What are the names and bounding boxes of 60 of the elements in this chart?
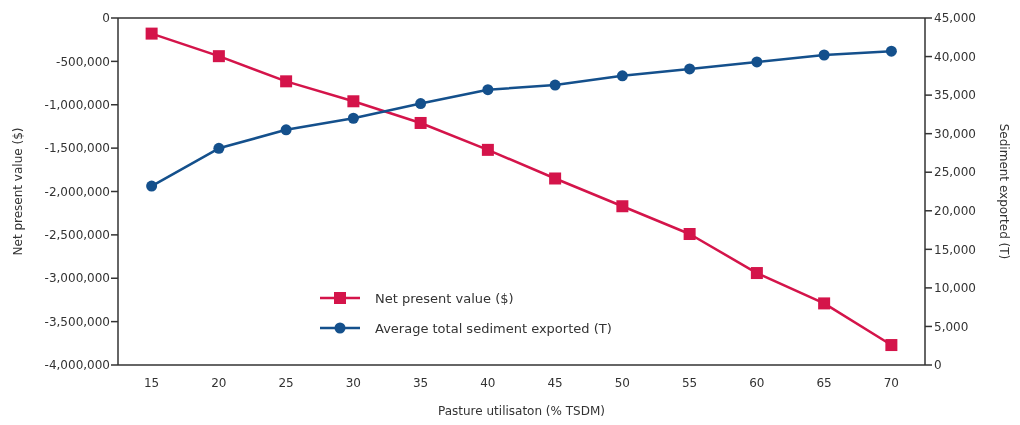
y-tick-label: -4,000,000 xyxy=(44,358,110,373)
point xyxy=(415,98,427,110)
x-tick-label: 15 xyxy=(143,376,160,390)
point xyxy=(347,112,359,124)
point xyxy=(684,63,696,75)
y-tick-label: -1,000,000 xyxy=(44,97,110,112)
y2-tick-label: 20,000 xyxy=(934,203,976,218)
y-tick-label: -3,500,000 xyxy=(44,314,110,329)
y-tick-label: 0 xyxy=(102,11,110,26)
x-tick-label: 20 xyxy=(211,376,227,390)
point xyxy=(280,124,292,136)
legend-label: Net present value ($) xyxy=(375,290,514,306)
y-tick-label: -1,500,000 xyxy=(44,141,110,156)
y2-tick-label: 10,000 xyxy=(934,281,976,296)
point xyxy=(213,142,225,154)
y2-tick-label: 0 xyxy=(934,358,942,373)
y-axis-title: Net present value ($) xyxy=(11,127,25,256)
point xyxy=(347,95,360,108)
x-tick-label: 50 xyxy=(614,376,631,390)
point xyxy=(818,49,830,61)
point xyxy=(683,228,696,241)
point xyxy=(750,267,763,280)
point xyxy=(212,50,225,63)
point xyxy=(616,200,629,213)
point xyxy=(818,297,831,310)
point xyxy=(549,172,562,185)
y2-tick-label: 5,000 xyxy=(934,319,969,334)
y2-tick-label: 35,000 xyxy=(934,88,976,103)
point xyxy=(481,143,494,156)
y2-tick-label: 40,000 xyxy=(934,49,976,64)
y2-tick-label: 30,000 xyxy=(934,126,976,141)
point xyxy=(751,56,763,68)
y-tick-label: -500,000 xyxy=(56,54,110,69)
y2-axis-title: Sediment exported (T) xyxy=(997,123,1011,260)
point xyxy=(616,70,628,82)
x-tick-label: 55 xyxy=(681,376,698,390)
legend-label: Average total sediment exported (T) xyxy=(375,320,612,336)
y-tick-label: -3,000,000 xyxy=(44,271,110,286)
x-tick-label: 30 xyxy=(345,376,362,390)
point xyxy=(885,45,897,57)
x-tick-label: 45 xyxy=(547,376,563,390)
point xyxy=(280,75,293,88)
y-tick-label: -2,000,000 xyxy=(44,184,110,199)
y2-tick-label: 15,000 xyxy=(934,242,976,257)
point xyxy=(145,27,158,40)
point xyxy=(414,116,427,129)
y2-tick-label: 45,000 xyxy=(934,11,976,26)
x-tick-label: 65 xyxy=(816,376,832,390)
point xyxy=(146,180,158,192)
point xyxy=(549,79,561,91)
point xyxy=(482,84,494,96)
x-tick-label: 35 xyxy=(412,376,429,390)
x-tick-label: 40 xyxy=(480,376,496,390)
y-tick-label: -2,500,000 xyxy=(44,228,110,243)
x-tick-label: 25 xyxy=(278,376,294,390)
y2-tick-label: 25,000 xyxy=(934,165,976,180)
point xyxy=(885,339,898,352)
x-tick-label: 60 xyxy=(749,376,765,390)
x-tick-label: 70 xyxy=(883,376,900,390)
x-axis-title: Pasture utilisaton (% TSDM) xyxy=(438,404,605,418)
